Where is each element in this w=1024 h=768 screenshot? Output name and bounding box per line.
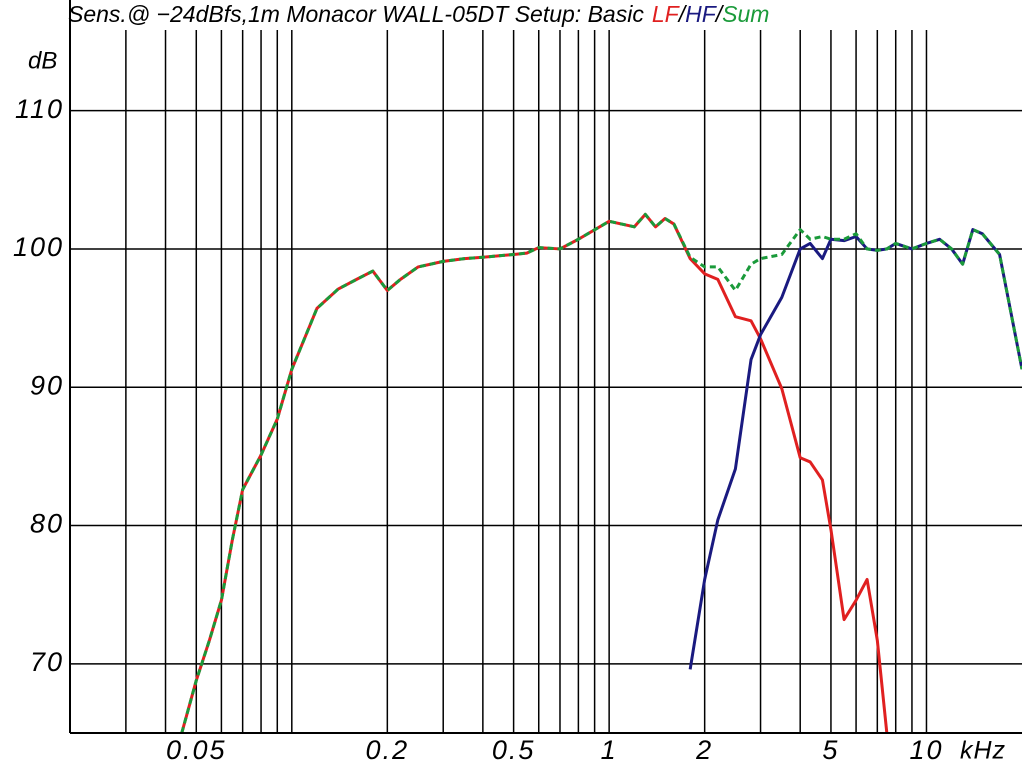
y-tick-label: 70 bbox=[30, 647, 64, 677]
grid bbox=[70, 30, 1022, 733]
x-tick-label: 2 bbox=[695, 735, 713, 765]
legend-entry: LF bbox=[652, 1, 681, 27]
plot-lines bbox=[180, 212, 1022, 733]
legend-entry: HF bbox=[685, 1, 718, 27]
x-tick-label: 0.2 bbox=[366, 735, 410, 765]
series-line bbox=[180, 212, 1022, 733]
x-tick-label: 5 bbox=[822, 735, 839, 765]
legend-separator: / bbox=[714, 1, 725, 27]
legend-separator: / bbox=[677, 1, 688, 27]
legend-entry: Sum bbox=[722, 1, 769, 27]
x-tick-label: 0.5 bbox=[492, 735, 536, 765]
x-tick-label: 1 bbox=[601, 735, 618, 765]
y-tick-label: 110 bbox=[15, 94, 64, 124]
y-tick-label: 80 bbox=[30, 509, 64, 539]
y-tick-label: 90 bbox=[30, 370, 64, 400]
x-tick-label: 10 bbox=[909, 735, 943, 765]
x-tick-label: 0.05 bbox=[166, 735, 227, 765]
title-bar: Sens.@ −24dBfs,1m Monacor WALL-05DT Setu… bbox=[68, 1, 769, 27]
y-axis-label: dB bbox=[28, 47, 57, 74]
y-tick-label: 100 bbox=[13, 232, 64, 262]
chart-title: Sens.@ −24dBfs,1m Monacor WALL-05DT Setu… bbox=[68, 1, 644, 27]
x-axis-label: kHz bbox=[960, 737, 1006, 765]
